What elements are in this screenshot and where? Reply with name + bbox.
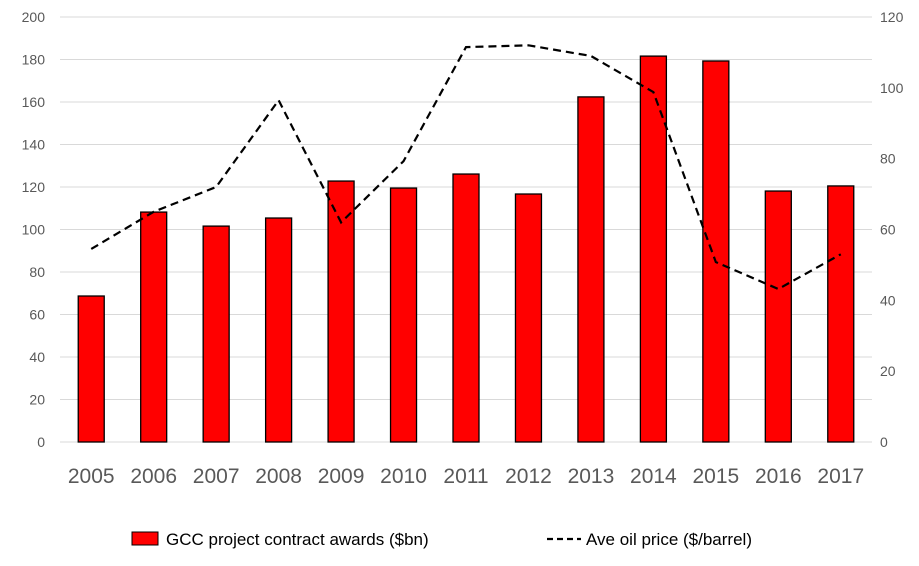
left-tick-label: 160 xyxy=(22,94,46,110)
x-tick-label: 2008 xyxy=(255,465,302,488)
bar-2011 xyxy=(452,173,480,443)
bar-2009 xyxy=(327,180,355,443)
oil-price-line xyxy=(90,44,842,291)
bar-2015 xyxy=(702,60,730,443)
right-tick-label: 100 xyxy=(880,80,904,96)
x-tick-label: 2011 xyxy=(443,465,488,488)
left-tick-label: 120 xyxy=(22,179,46,195)
left-tick-label: 60 xyxy=(29,307,45,323)
x-tick-label: 2014 xyxy=(630,465,677,488)
legend-label-bars: GCC project contract awards ($bn) xyxy=(166,530,429,549)
legend-label-line: Ave oil price ($/barrel) xyxy=(586,530,752,549)
right-tick-label: 60 xyxy=(880,222,896,238)
bar-2010 xyxy=(389,187,418,443)
bar-2005 xyxy=(77,295,105,443)
left-tick-label: 200 xyxy=(22,9,46,25)
x-tick-label: 2012 xyxy=(505,465,552,488)
right-tick-label: 120 xyxy=(880,9,904,25)
bar-2008 xyxy=(264,217,293,443)
x-tick-label: 2013 xyxy=(568,465,615,488)
right-tick-label: 40 xyxy=(880,292,896,308)
left-tick-label: 20 xyxy=(29,392,45,408)
bar-2017 xyxy=(827,185,855,443)
left-tick-label: 80 xyxy=(29,264,45,280)
x-tick-label: 2016 xyxy=(755,465,802,488)
x-tick-label: 2017 xyxy=(817,465,864,488)
right-tick-label: 20 xyxy=(880,363,896,379)
legend-bar-swatch xyxy=(131,531,159,546)
x-tick-label: 2006 xyxy=(130,465,177,488)
left-tick-label: 180 xyxy=(22,52,46,68)
right-tick-label: 80 xyxy=(880,151,896,167)
right-tick-label: 0 xyxy=(880,434,888,450)
x-tick-label: 2015 xyxy=(692,465,739,488)
x-tick-label: 2005 xyxy=(68,465,115,488)
bar-2007 xyxy=(202,225,230,443)
bar-2016 xyxy=(764,190,792,443)
x-tick-label: 2009 xyxy=(318,465,365,488)
left-tick-label: 140 xyxy=(22,137,46,153)
left-tick-label: 100 xyxy=(22,222,46,238)
left-tick-label: 40 xyxy=(29,349,45,365)
bar-2012 xyxy=(514,193,543,443)
bar-2014 xyxy=(639,55,668,443)
x-tick-label: 2010 xyxy=(380,465,427,488)
bar-2013 xyxy=(577,96,605,443)
bar-2006 xyxy=(140,211,168,443)
x-tick-label: 2007 xyxy=(193,465,240,488)
left-tick-label: 0 xyxy=(37,434,45,450)
